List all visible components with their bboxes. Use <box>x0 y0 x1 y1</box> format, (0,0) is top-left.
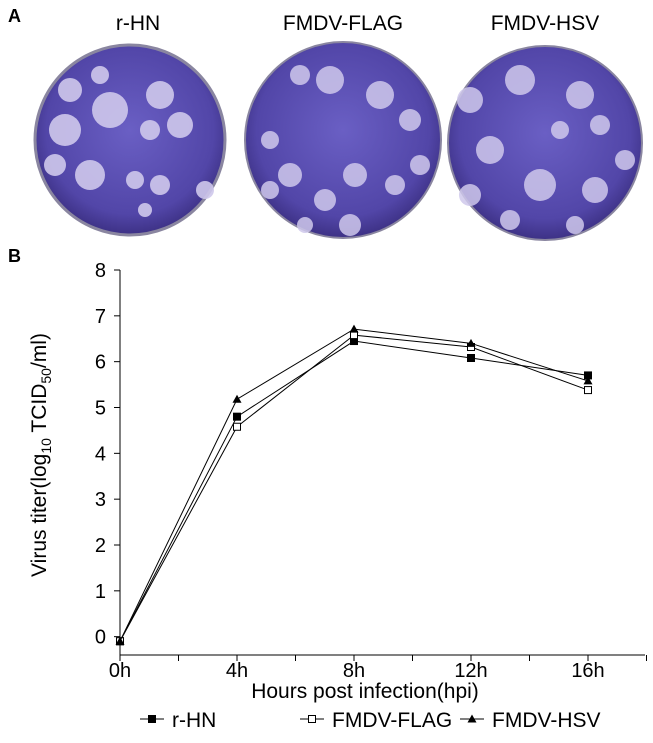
marker <box>583 376 593 385</box>
y-tick-label: 6 <box>95 352 106 374</box>
y-axis-title-part: 50 <box>38 368 54 384</box>
x-tick-label: 12h <box>454 660 487 682</box>
y-axis-title-part: Virus titer(log <box>28 454 51 577</box>
plate <box>33 43 227 237</box>
marker <box>233 412 241 421</box>
x-tick-label: 4h <box>226 660 248 682</box>
plate <box>447 45 643 241</box>
marker <box>350 331 358 340</box>
y-axis-title-part: 10 <box>38 438 54 454</box>
series-line <box>119 328 589 642</box>
legend-label: FMDV-HSV <box>492 709 601 732</box>
y-tick-label: 3 <box>95 489 106 511</box>
y-tick-label: 5 <box>95 398 106 420</box>
y-tick-label: 4 <box>95 443 106 465</box>
y-tick-label: 2 <box>95 535 106 557</box>
plate-label: FMDV-HSV <box>491 12 600 35</box>
legend-label: FMDV-FLAG <box>332 709 452 732</box>
marker <box>308 715 316 723</box>
marker <box>233 422 241 431</box>
x-axis-title: Hours post infection(hpi) <box>251 680 479 703</box>
plate <box>244 41 442 239</box>
plate-label: r-HN <box>116 12 160 35</box>
marker <box>584 386 592 395</box>
marker <box>467 354 475 362</box>
y-tick-label: 0 <box>95 627 106 649</box>
marker <box>232 394 242 403</box>
marker <box>148 715 156 723</box>
legend-label: r-HN <box>172 709 216 732</box>
marker <box>467 714 477 723</box>
marker <box>115 636 125 645</box>
y-tick-label: 7 <box>95 306 106 328</box>
plate-label: FMDV-FLAG <box>283 12 403 35</box>
x-tick-label: 16h <box>571 660 604 682</box>
y-tick-label: 8 <box>95 260 106 282</box>
y-axis-title: Virus titer(log10 TCID50/ml) <box>28 333 54 577</box>
y-axis-title-part: TCID <box>28 384 51 438</box>
marker <box>349 324 359 333</box>
series-line <box>119 340 589 642</box>
marker <box>466 338 476 347</box>
x-tick-label: 0h <box>109 660 131 682</box>
y-tick-label: 1 <box>95 581 106 603</box>
x-tick-label: 8h <box>343 660 365 682</box>
series-line <box>119 334 589 642</box>
panel-label: A <box>8 6 21 26</box>
panel-label: B <box>8 246 21 266</box>
y-axis-title-part: /ml) <box>28 333 51 368</box>
